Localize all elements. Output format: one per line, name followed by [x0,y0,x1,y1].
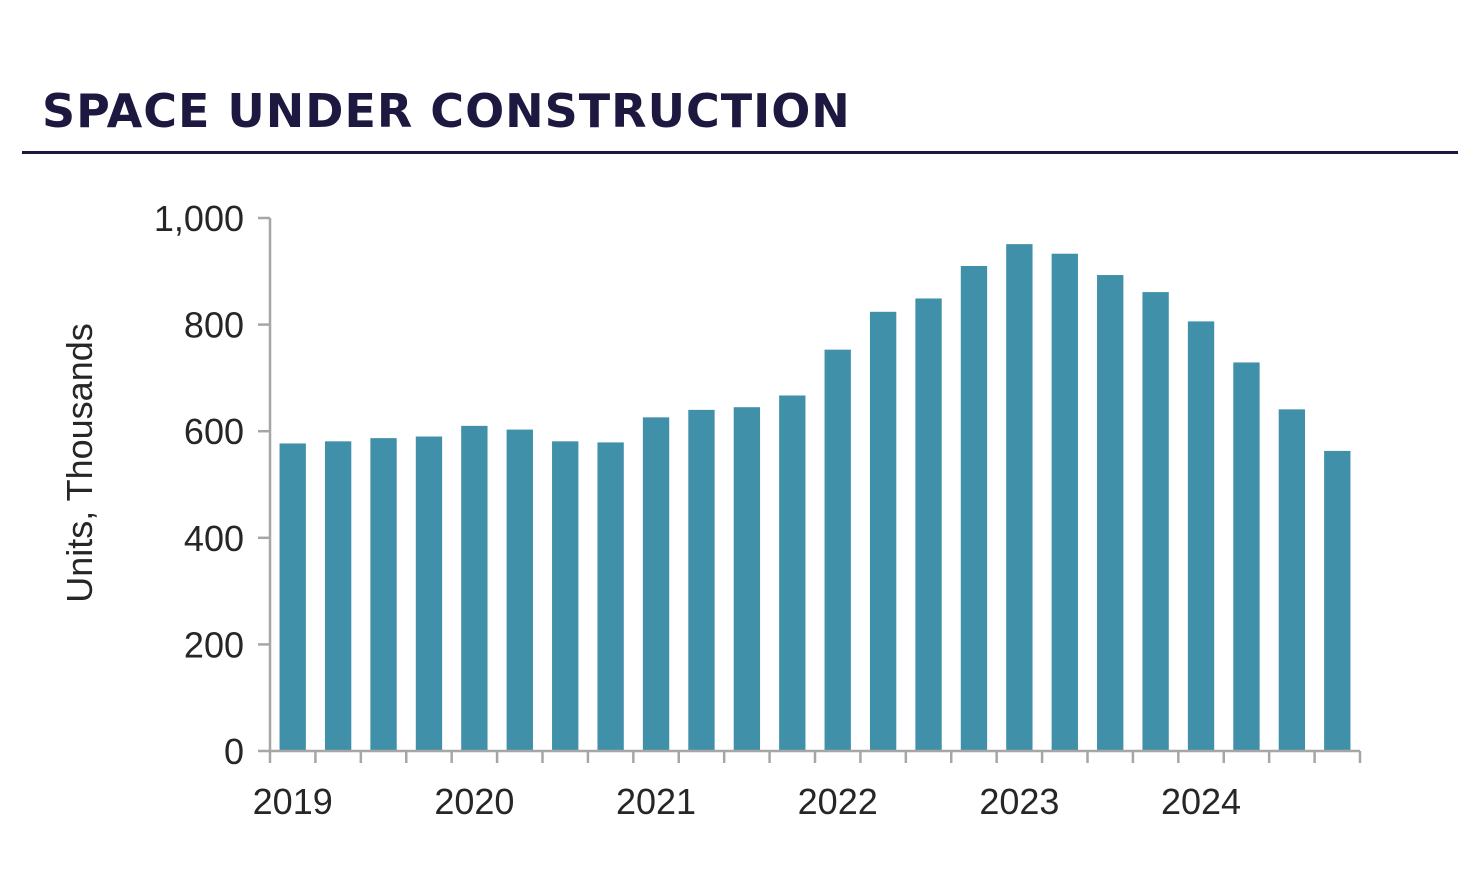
bar-5 [461,425,488,751]
bar-3 [370,438,397,751]
bar-14 [869,311,897,751]
bar-16 [960,265,988,751]
bar-23 [1278,409,1306,751]
y-tick-label: 0 [224,731,244,772]
bar-11 [733,407,761,751]
bar-13 [824,349,851,751]
bar-19 [1097,275,1124,751]
y-axis-title: Units, Thousands [59,323,100,603]
bar-9 [642,417,670,751]
title-divider [22,151,1458,154]
bar-1 [279,443,306,751]
x-tick-label: 2022 [798,781,878,822]
bar-7 [552,441,579,751]
bar-18 [1051,253,1078,751]
axes-group: 0 200 400 600 800 1,000 2019 2020 2021 2022 2023 20… [154,198,1362,822]
y-tick-label: 600 [184,411,244,452]
y-tick-label: 1,000 [154,198,244,239]
y-tick-label: 800 [184,305,244,346]
x-tick-label: 2023 [979,781,1059,822]
bar-2 [324,441,352,751]
x-tick-label: 2019 [253,781,333,822]
bar-22 [1233,362,1260,751]
x-tick-label: 2020 [434,781,514,822]
bar-17 [1006,244,1033,751]
bars-group [279,244,1351,751]
bar-21 [1187,321,1215,751]
chart-title: SPACE UNDER CONSTRUCTION [42,84,851,138]
y-tick-label: 200 [184,624,244,665]
bar-10 [688,409,715,751]
x-tick-label: 2024 [1161,781,1241,822]
y-tick-label: 400 [184,518,244,559]
bar-20 [1142,292,1169,751]
bar-8 [597,442,624,751]
bar-6 [506,429,533,751]
bar-24 [1324,450,1351,751]
bar-4 [415,436,443,751]
bar-12 [779,395,806,751]
bar-15 [915,298,942,751]
x-tick-label: 2021 [616,781,696,822]
